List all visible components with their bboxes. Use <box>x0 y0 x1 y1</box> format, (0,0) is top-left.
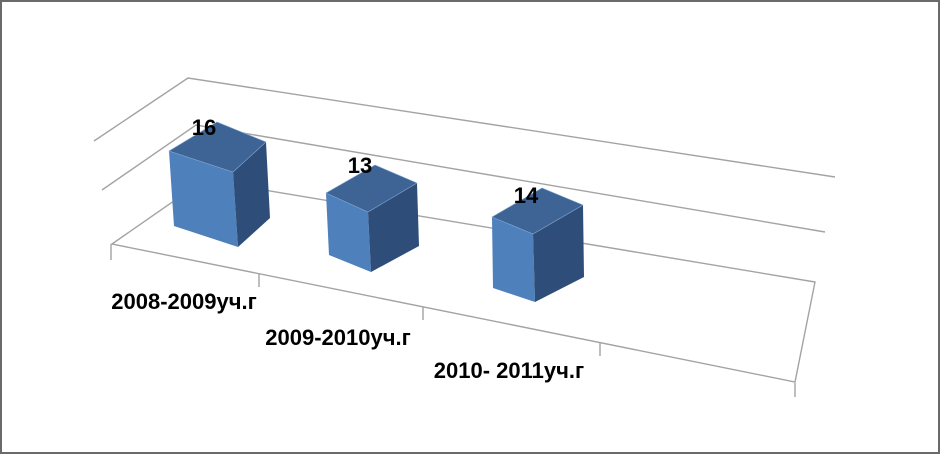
bar-2010-2011 <box>491 187 584 302</box>
bar-front-face <box>492 217 535 302</box>
value-gridline-20 <box>93 77 836 178</box>
bar-2009-2010 <box>325 164 419 272</box>
data-label-2008-2009: 16 <box>192 115 216 140</box>
bar-side-face <box>368 183 419 272</box>
bar-side-face <box>233 142 270 247</box>
data-label-2009-2010: 13 <box>348 153 372 178</box>
bar-side-face <box>533 205 584 302</box>
bar-top-face <box>168 121 267 173</box>
category-label-2010-2011: 2010- 2011уч.г <box>434 358 584 383</box>
bar-front-face <box>326 193 371 272</box>
bar-front-face <box>169 151 238 247</box>
bar-top-face <box>325 164 418 213</box>
category-label-2009-2010: 2009-2010уч.г <box>265 325 411 350</box>
value-gridline-10 <box>101 124 826 233</box>
bar-top-face <box>491 187 584 235</box>
category-label-2008-2009: 2008-2009уч.г <box>111 289 257 314</box>
bar-2008-2009 <box>168 121 270 247</box>
data-label-2010-2011: 14 <box>514 183 539 208</box>
